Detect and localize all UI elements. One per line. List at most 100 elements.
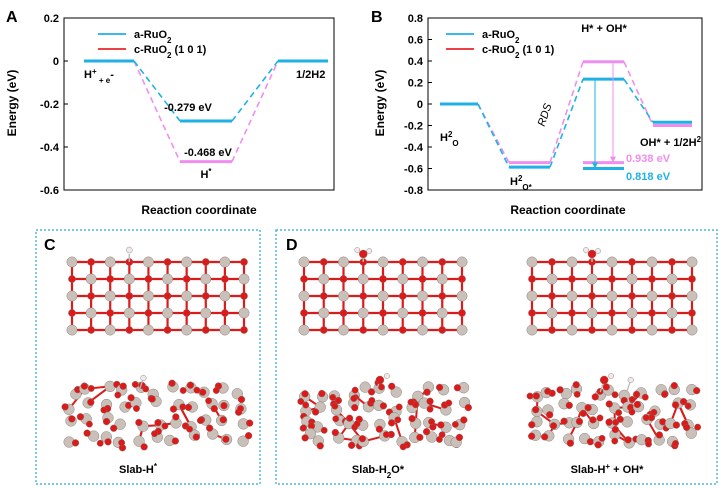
ru-atom: [114, 418, 126, 430]
o-atom: [87, 326, 95, 334]
o-atom: [345, 414, 354, 422]
o-atom: [586, 438, 594, 446]
panel-b-x-axis-title: Reaction coordinate: [510, 203, 626, 217]
o-atom: [395, 403, 403, 411]
series-1-connector: [477, 103, 510, 163]
ru-atom: [626, 273, 638, 285]
ru-atom: [397, 307, 409, 319]
o-atom: [331, 428, 339, 437]
ru-atom: [200, 307, 212, 319]
o-atom: [628, 396, 636, 403]
o-atom: [672, 440, 679, 447]
o-atom: [438, 292, 447, 300]
ru-atom: [685, 427, 697, 439]
panel-c-label: C: [44, 237, 56, 254]
o-atom: [125, 326, 134, 334]
o-atom: [353, 420, 361, 428]
ru-atom: [143, 290, 154, 302]
adsorbate-h-atom: [140, 375, 147, 382]
o-atom: [458, 309, 466, 317]
series-1-connector: [623, 61, 654, 126]
ru-atom: [162, 273, 173, 285]
ru-atom: [85, 273, 97, 285]
o-atom: [458, 275, 466, 283]
o-atom: [297, 398, 305, 405]
o-atom: [68, 275, 76, 283]
o-atom: [398, 258, 407, 266]
adsorbate-h-atom: [595, 248, 601, 254]
ru-atom: [123, 307, 135, 319]
o-atom: [351, 386, 359, 394]
o-atom: [142, 385, 150, 393]
o-atom: [428, 418, 435, 426]
ru-atom: [526, 324, 538, 336]
panel-d-structures: D Slab-H2O* Slab-H+ + OH*: [275, 229, 718, 485]
o-atom: [694, 423, 702, 431]
series-0-connector: [623, 78, 654, 123]
o-atom: [168, 379, 176, 387]
y-tick-label: -0.4: [404, 142, 424, 154]
o-atom: [311, 408, 320, 416]
ru-atom: [104, 290, 116, 302]
o-atom: [144, 309, 153, 317]
ru-atom: [377, 256, 389, 268]
o-atom: [655, 431, 663, 439]
o-atom: [140, 443, 148, 451]
o-atom: [568, 309, 576, 317]
o-atom: [588, 326, 596, 334]
o-atom: [575, 417, 584, 426]
o-atom: [246, 419, 254, 427]
o-atom: [104, 438, 112, 446]
o-atom: [358, 435, 366, 443]
ru-atom: [357, 273, 369, 285]
o-atom: [351, 404, 359, 412]
o-atom: [435, 383, 444, 392]
o-atom: [422, 428, 431, 436]
ru-atom: [66, 256, 78, 268]
o-atom: [206, 424, 214, 432]
adsorbate-o-atom: [600, 375, 609, 385]
series-0-connector: [549, 78, 584, 168]
ru-atom: [586, 307, 598, 319]
ru-atom: [133, 435, 145, 447]
o-atom: [319, 292, 328, 300]
ru-atom: [181, 290, 193, 302]
adsorbate-o-atom: [587, 249, 597, 259]
o-atom: [201, 326, 210, 334]
ru-atom: [298, 290, 310, 302]
o-atom: [611, 425, 619, 434]
o-atom: [426, 397, 434, 405]
o-atom: [133, 405, 140, 412]
state-label-0: H+ + e-: [84, 67, 114, 85]
y-tick-label: -0.2: [40, 99, 59, 111]
panel-d-h2o-top-view: [298, 247, 468, 336]
o-atom: [347, 441, 356, 449]
o-atom: [438, 431, 446, 439]
panel-d-h2o-side-view: [297, 373, 472, 451]
o-atom: [588, 292, 596, 300]
o-atom: [668, 292, 676, 300]
ru-atom: [526, 290, 538, 302]
o-atom: [201, 292, 210, 300]
o-atom: [179, 387, 187, 394]
legend-label-0: a-RuO2: [482, 29, 520, 45]
o-atom: [544, 387, 551, 395]
o-atom: [300, 424, 307, 432]
panel-c-caption: Slab-H*: [119, 462, 158, 477]
ru-atom: [162, 307, 173, 319]
o-atom: [100, 406, 108, 414]
o-atom: [548, 258, 556, 266]
o-atom: [628, 408, 636, 416]
panel-a-annotation-c-ruo2: -0.468 eV: [184, 147, 232, 159]
o-atom: [632, 390, 641, 398]
o-atom: [418, 275, 427, 283]
ru-atom: [417, 256, 428, 268]
o-atom: [453, 384, 462, 392]
o-atom: [205, 397, 212, 405]
o-atom: [605, 400, 613, 408]
ru-atom: [546, 273, 558, 285]
o-atom: [688, 309, 696, 317]
panel-b-energy-diagram: B 0.8 0.6 0.4 0.2 0 -0.2 -0.4 -0.6 -0.8 a-RuO2c-R…: [371, 9, 703, 217]
o-atom: [616, 415, 624, 423]
